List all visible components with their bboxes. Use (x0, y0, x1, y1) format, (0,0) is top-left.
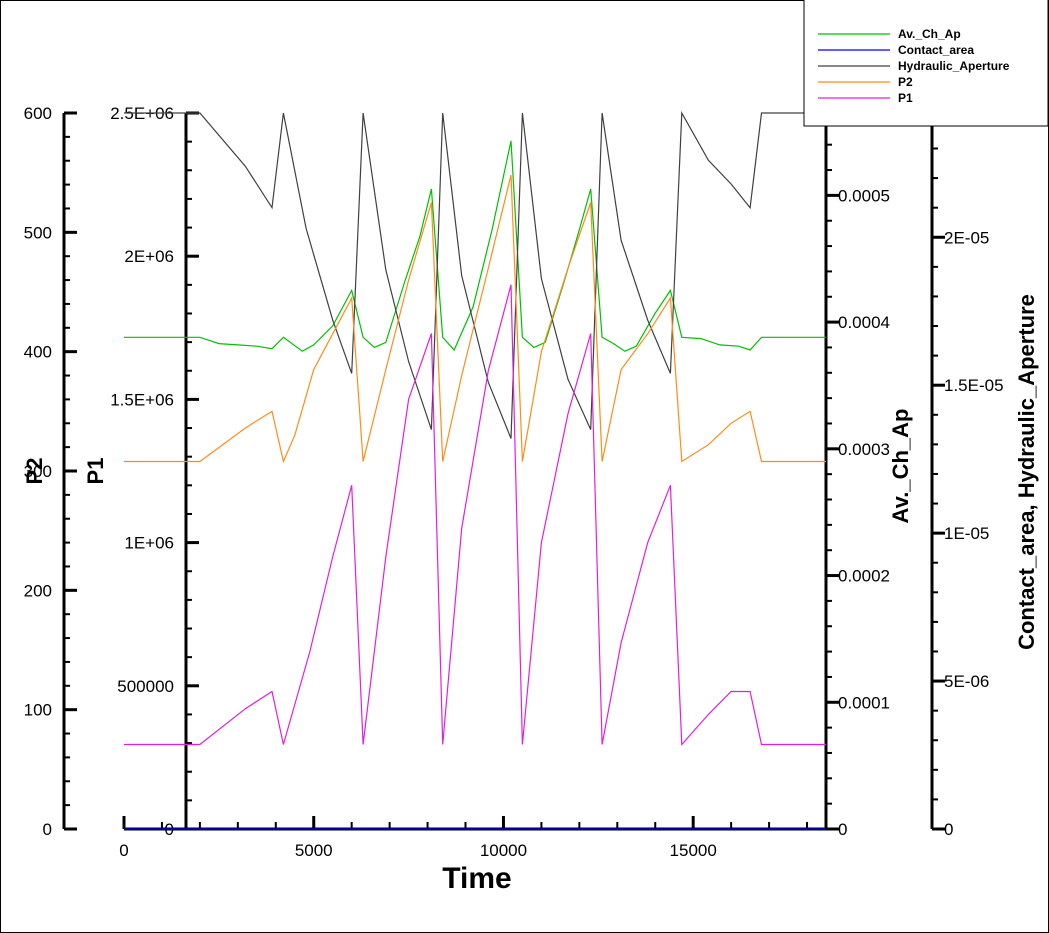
x-axis-title: Time (442, 862, 511, 895)
y-axis-title-ca: Contact_area, Hydraulic_Aperture (1014, 294, 1039, 650)
tick-label-ca: 1.5E-05 (944, 376, 1004, 395)
series-line-hydraulic-aperture (124, 110, 826, 439)
tick-label-p2: 500 (24, 223, 52, 242)
tick-label-ca: 2E-05 (944, 228, 989, 247)
tick-label-av: 0.0002 (838, 567, 890, 586)
y-axis-title-p2: P2 (22, 458, 47, 485)
legend-label-p1: P1 (898, 91, 913, 105)
y-axis-title-p1: P1 (83, 458, 108, 485)
series-line-p1 (124, 284, 826, 747)
tick-label-p1: 1.5E+06 (110, 390, 174, 409)
y-axis-title-av: Av._Ch_Ap (888, 409, 913, 524)
tick-label-p2: 200 (24, 581, 52, 600)
legend-box (803, 0, 1049, 127)
tick-label-p1: 2E+06 (124, 247, 174, 266)
legend-label-av-ch-ap: Av._Ch_Ap (898, 27, 961, 41)
tick-label-av: 0 (838, 820, 847, 839)
tick-label-p1: 500000 (117, 677, 174, 696)
x-tick-label: 0 (119, 841, 128, 860)
tick-label-av: 0.0003 (838, 440, 890, 459)
tick-label-av: 0.0001 (838, 693, 890, 712)
axes-layer: 010020030040050060005000001E+061.5E+062E… (24, 104, 1004, 860)
x-tick-label: 5000 (295, 841, 333, 860)
tick-label-p2: 300 (24, 462, 52, 481)
tick-label-av: 0.0005 (838, 186, 890, 205)
tick-label-ca: 5E-06 (944, 672, 989, 691)
tick-label-p2: 600 (24, 104, 52, 123)
tick-label-ca: 1E-05 (944, 524, 989, 543)
x-tick-label: 15000 (670, 841, 717, 860)
tick-label-p1: 1E+06 (124, 534, 174, 553)
series-line-av-ch-ap (124, 140, 826, 352)
series-layer (124, 110, 826, 830)
tick-label-p2: 400 (24, 343, 52, 362)
x-tick-label: 10000 (480, 841, 527, 860)
legend-label-p2: P2 (898, 75, 913, 89)
legend-label-hydraulic-aperture: Hydraulic_Aperture (898, 59, 1010, 73)
series-line-p2 (124, 174, 826, 464)
legend-label-contact-area: Contact_area (898, 43, 974, 57)
tick-label-p2: 0 (43, 820, 52, 839)
legend: Av._Ch_Ap Contact_area Hydraulic_Aperture P… (803, 0, 1049, 127)
tick-label-av: 0.0004 (838, 313, 890, 332)
tick-label-ca: 0 (944, 820, 953, 839)
tick-label-p2: 100 (24, 701, 52, 720)
